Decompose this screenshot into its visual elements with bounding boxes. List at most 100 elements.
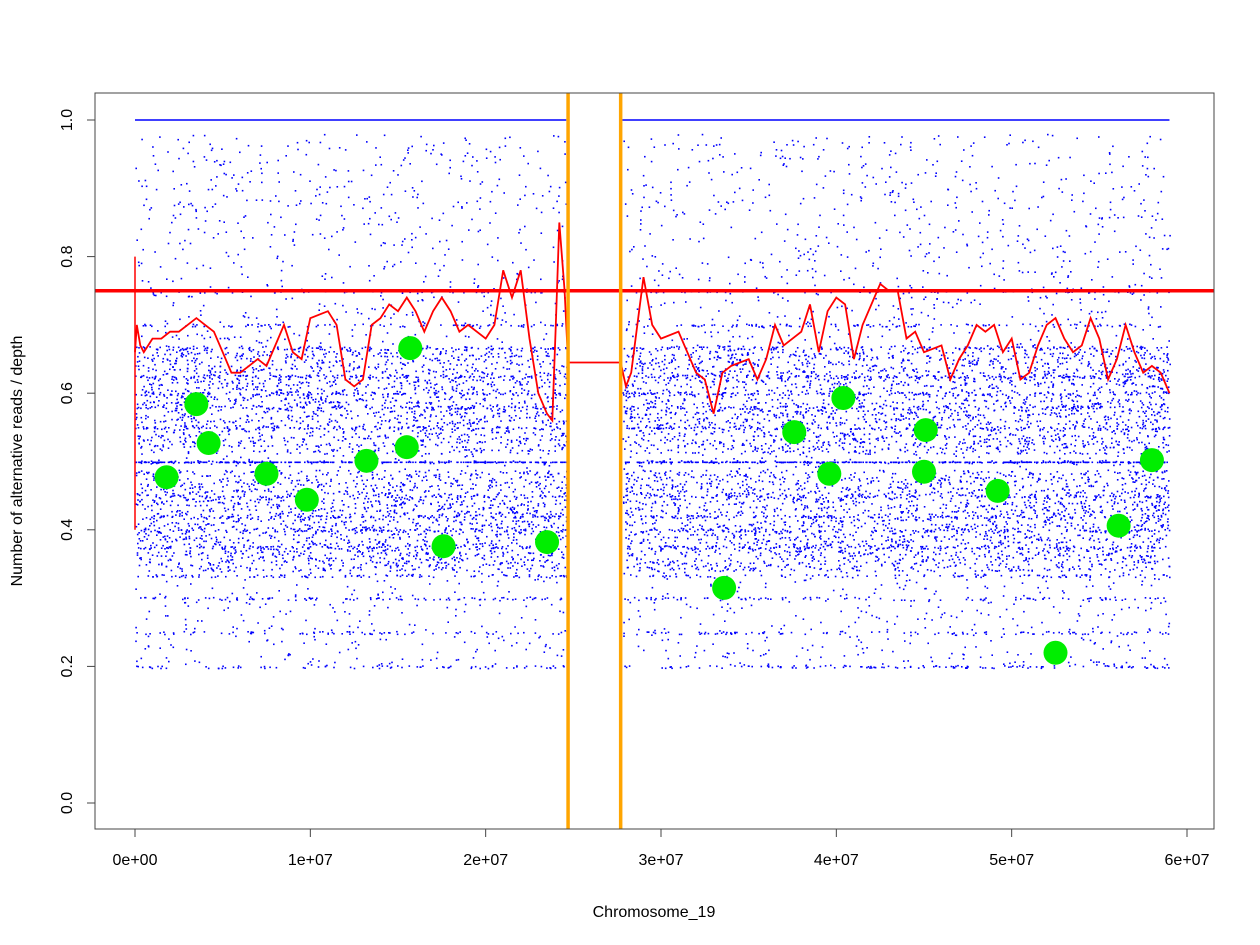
snv-point: [913, 325, 915, 327]
snv-point: [654, 256, 657, 258]
snv-point: [826, 516, 829, 518]
snv-point: [644, 245, 646, 247]
snv-point: [1041, 462, 1043, 464]
snv-point: [278, 377, 281, 379]
snv-point: [457, 461, 459, 464]
snv-point: [431, 359, 434, 362]
snv-point: [917, 405, 920, 408]
snv-point: [1144, 521, 1147, 523]
snv-point: [308, 518, 311, 521]
snv-point: [799, 548, 801, 550]
snv-point: [719, 480, 721, 482]
snv-point: [866, 375, 869, 378]
snv-point: [1028, 537, 1031, 539]
snv-point: [968, 492, 971, 494]
snv-point: [890, 418, 893, 421]
snv-point: [275, 466, 278, 468]
snv-point: [463, 641, 466, 644]
snv-point: [516, 575, 518, 577]
snv-point: [260, 655, 262, 658]
snv-point: [1113, 430, 1115, 432]
snv-point: [756, 544, 758, 546]
snv-point: [711, 567, 713, 569]
snv-point: [1073, 405, 1076, 408]
snv-point: [719, 630, 721, 632]
snv-point: [194, 359, 197, 362]
snv-point: [627, 168, 629, 171]
snv-point: [288, 378, 291, 380]
snv-point: [481, 625, 483, 628]
snv-point: [490, 522, 492, 525]
snv-point: [499, 502, 501, 505]
snv-point: [639, 487, 642, 490]
snv-point: [755, 515, 757, 517]
snv-point: [415, 523, 418, 525]
snv-point: [848, 173, 851, 175]
snv-point: [361, 394, 364, 396]
snv-point: [383, 413, 385, 416]
snv-point: [712, 461, 715, 464]
snv-point: [1062, 346, 1065, 349]
snv-point: [539, 167, 542, 170]
snv-point: [479, 197, 482, 199]
snv-point: [455, 544, 458, 546]
snv-point: [772, 491, 774, 494]
snv-point: [1101, 511, 1103, 514]
snv-point: [746, 376, 748, 378]
snv-point: [647, 325, 649, 327]
snv-point: [277, 481, 279, 484]
snv-point: [1106, 428, 1109, 431]
snv-point: [461, 207, 463, 209]
snv-point: [895, 542, 897, 544]
snv-point: [843, 655, 846, 657]
snv-point: [1033, 534, 1036, 537]
snv-point: [248, 349, 251, 351]
snv-point: [197, 228, 200, 230]
snv-point: [183, 538, 186, 540]
snv-point: [158, 459, 160, 462]
snv-point: [461, 440, 463, 443]
snv-point: [246, 505, 249, 508]
snv-point: [1026, 238, 1029, 240]
snv-point: [560, 461, 562, 464]
snv-point: [1029, 471, 1031, 474]
snv-point: [136, 416, 138, 419]
snv-point: [937, 632, 940, 634]
snv-point: [1056, 565, 1059, 568]
snv-point: [179, 318, 181, 321]
snv-point: [1099, 391, 1101, 394]
snv-point: [1029, 494, 1032, 497]
snv-point: [1137, 370, 1140, 372]
snv-point: [833, 667, 836, 669]
snv-point: [744, 405, 747, 408]
snv-point: [204, 220, 207, 222]
snv-point: [627, 472, 629, 475]
snv-point: [840, 270, 842, 272]
snv-point: [966, 587, 969, 589]
snv-point: [330, 480, 332, 482]
snv-point: [695, 517, 698, 519]
snv-point: [1007, 440, 1009, 442]
snv-point: [473, 282, 475, 284]
snv-point: [949, 565, 952, 567]
snv-point: [176, 585, 179, 587]
snv-point: [764, 586, 767, 589]
snv-point: [813, 432, 815, 434]
snv-point: [288, 384, 290, 387]
snv-point: [303, 411, 306, 414]
snv-point: [812, 253, 815, 256]
snv-point: [1129, 569, 1131, 571]
snv-point: [777, 497, 780, 500]
snv-point: [1011, 503, 1014, 506]
snv-point: [1014, 661, 1016, 663]
snv-point: [1122, 428, 1124, 431]
snv-point: [557, 526, 559, 529]
snv-point: [562, 434, 564, 436]
snv-point: [630, 189, 633, 191]
snv-point: [806, 480, 809, 483]
snv-point: [719, 570, 722, 573]
snv-point: [899, 504, 902, 506]
snv-point: [464, 346, 467, 349]
snv-point: [725, 546, 728, 549]
snv-point: [175, 539, 178, 542]
